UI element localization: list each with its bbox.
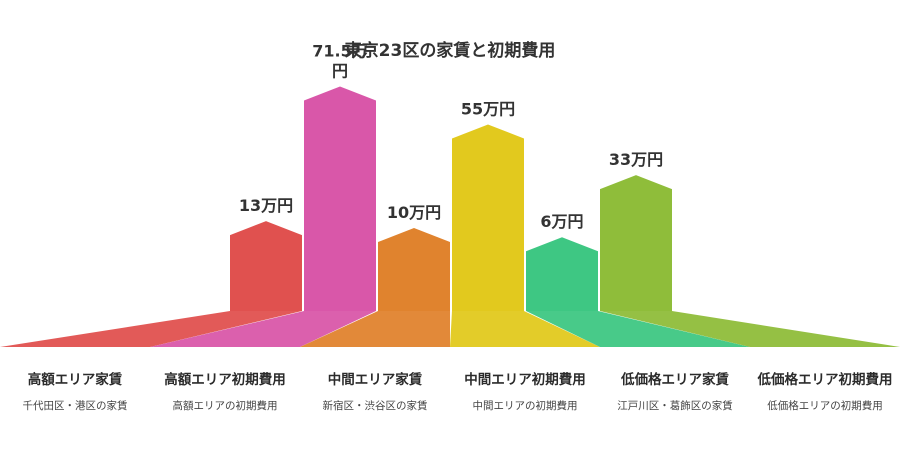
value-label: 55万円 bbox=[461, 100, 515, 119]
category-column: 中間エリア家賃新宿区・渋谷区の家賃 bbox=[302, 372, 448, 413]
category-description: 高額エリアの初期費用 bbox=[172, 400, 278, 412]
category-labels: 高額エリア家賃 千代田区・港区の家賃 高額エリア初期費用 高額エリアの初期費用 中間エリ… bbox=[0, 372, 900, 472]
bars-group bbox=[230, 86, 672, 311]
category-label: 低価格エリア家賃 bbox=[621, 372, 729, 388]
value-label: 33万円 bbox=[609, 150, 663, 169]
category-description: 千代田区・港区の家賃 bbox=[22, 400, 128, 412]
bar bbox=[378, 228, 450, 311]
category-column: 高額エリア初期費用高額エリアの初期費用 bbox=[152, 372, 298, 413]
category-column: 低価格エリア初期費用低価格エリアの初期費用 bbox=[752, 372, 898, 413]
ground-segment bbox=[600, 311, 900, 347]
category-description: 新宿区・渋谷区の家賃 bbox=[322, 400, 428, 412]
ground-segment bbox=[0, 311, 302, 347]
chart-title: 東京23区の家賃と初期費用 bbox=[345, 40, 556, 61]
ground-segment bbox=[150, 311, 376, 347]
bar bbox=[452, 124, 524, 311]
value-label: 13万円 bbox=[239, 196, 293, 215]
ground-segment bbox=[450, 311, 600, 347]
category-label: 高額エリア初期費用 bbox=[164, 372, 286, 388]
value-label: 71.5万円 bbox=[312, 42, 367, 81]
category-label: 中間エリア初期費用 bbox=[464, 372, 586, 388]
value-label: 10万円 bbox=[387, 203, 441, 222]
value-labels-group: 13万円 71.5万円 10万円 55万円 6万円 33万円 bbox=[239, 42, 663, 232]
bar bbox=[600, 175, 672, 311]
ground-segment bbox=[526, 311, 750, 347]
category-column: 低価格エリア家賃江戸川区・葛飾区の家賃 bbox=[602, 372, 748, 413]
value-label: 6万円 bbox=[540, 212, 583, 231]
category-label: 低価格エリア初期費用 bbox=[757, 372, 893, 388]
category-description: 中間エリアの初期費用 bbox=[472, 400, 578, 412]
category-column: 中間エリア初期費用中間エリアの初期費用 bbox=[452, 372, 598, 413]
ground-band bbox=[0, 311, 900, 347]
category-label: 中間エリア家賃 bbox=[327, 372, 423, 388]
category-column: 高額エリア家賃千代田区・港区の家賃 bbox=[2, 372, 148, 413]
bar bbox=[230, 221, 302, 311]
category-label: 高額エリア家賃 bbox=[27, 372, 123, 388]
bar bbox=[526, 237, 598, 311]
category-description: 江戸川区・葛飾区の家賃 bbox=[617, 400, 733, 412]
category-description: 低価格エリアの初期費用 bbox=[767, 400, 883, 412]
ground-segment bbox=[300, 311, 450, 347]
bar bbox=[304, 86, 376, 311]
